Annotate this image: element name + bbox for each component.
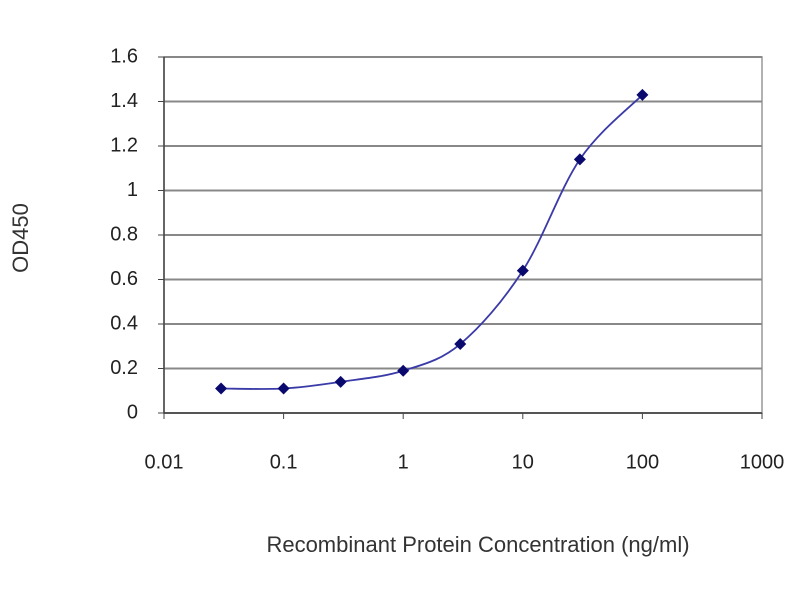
y-tick-label: 0.4 xyxy=(110,312,138,334)
data-point xyxy=(636,88,649,101)
y-axis-title: OD450 xyxy=(8,203,33,273)
data-point xyxy=(573,153,586,166)
y-tick-label: 0.8 xyxy=(110,223,138,245)
x-axis-title: Recombinant Protein Concentration (ng/ml… xyxy=(266,532,689,557)
y-tick-label: 0.2 xyxy=(110,357,138,379)
y-tick-label: 1.4 xyxy=(110,90,138,112)
x-tick-label: 0.01 xyxy=(145,451,184,473)
y-tick-label: 0.6 xyxy=(110,268,138,290)
data-point xyxy=(454,338,467,351)
y-tick-label: 1.2 xyxy=(110,134,138,156)
x-tick-label: 10 xyxy=(512,451,534,473)
data-point xyxy=(397,364,410,377)
y-tick-label: 0 xyxy=(127,401,138,423)
data-point xyxy=(277,382,290,395)
x-tick-label: 1 xyxy=(398,451,409,473)
x-tick-label: 0.1 xyxy=(270,451,298,473)
y-tick-label: 1.6 xyxy=(110,45,138,67)
data-point xyxy=(516,264,529,277)
x-tick-label: 1000 xyxy=(740,451,785,473)
x-tick-label: 100 xyxy=(626,451,659,473)
data-point xyxy=(334,375,347,388)
y-tick-label: 1 xyxy=(127,179,138,201)
data-point xyxy=(215,382,228,395)
